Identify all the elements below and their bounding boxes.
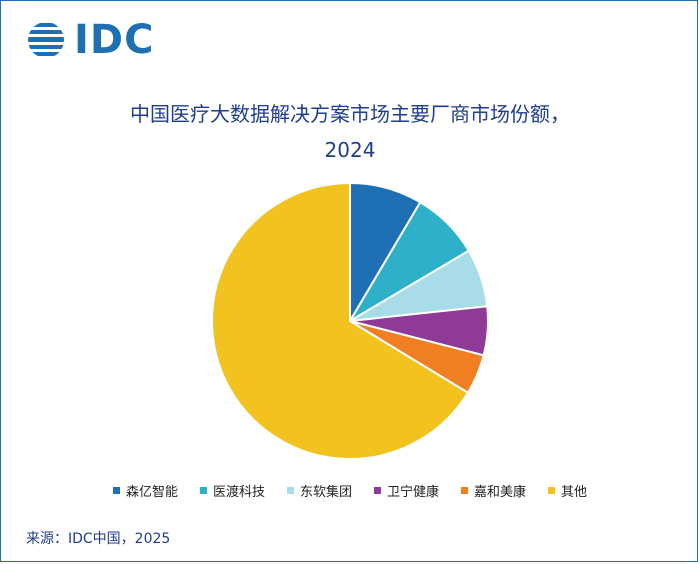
legend-item-4: 嘉和美康 [461, 481, 526, 500]
legend-label: 其他 [561, 485, 588, 500]
pie-slice-5 [211, 181, 470, 460]
legend-swatch [112, 487, 120, 494]
legend-label: 嘉和美康 [474, 485, 527, 500]
legend-swatch [286, 487, 294, 494]
legend-label: 森亿智能 [125, 485, 178, 500]
legend-label: 东软集团 [299, 485, 352, 500]
globe-icon [28, 23, 64, 56]
logo-text: IDC [74, 17, 155, 63]
legend-label: 卫宁健康 [387, 485, 440, 500]
idc-logo: IDC [26, 18, 154, 62]
chart-title-year: 2024 [324, 138, 376, 162]
legend-item-2: 东软集团 [286, 481, 352, 500]
legend-item-1: 医渡科技 [199, 481, 265, 500]
chart-legend: 森亿智能 医渡科技 东软集团 卫宁健康 嘉和美康 其他 [0, 481, 700, 500]
legend-label: 医渡科技 [212, 485, 265, 500]
legend-swatch [548, 487, 556, 494]
legend-item-3: 卫宁健康 [374, 481, 439, 500]
legend-swatch [199, 487, 207, 494]
legend-item-5: 其他 [548, 481, 587, 500]
legend-swatch [461, 487, 469, 494]
chart-title: 中国医疗大数据解决方案市场主要厂商市场份额， [130, 102, 570, 126]
source-note: 来源：IDC中国，2025 [26, 531, 171, 547]
legend-swatch [374, 487, 381, 494]
pie-chart [211, 181, 489, 460]
legend-item-0: 森亿智能 [112, 481, 178, 500]
